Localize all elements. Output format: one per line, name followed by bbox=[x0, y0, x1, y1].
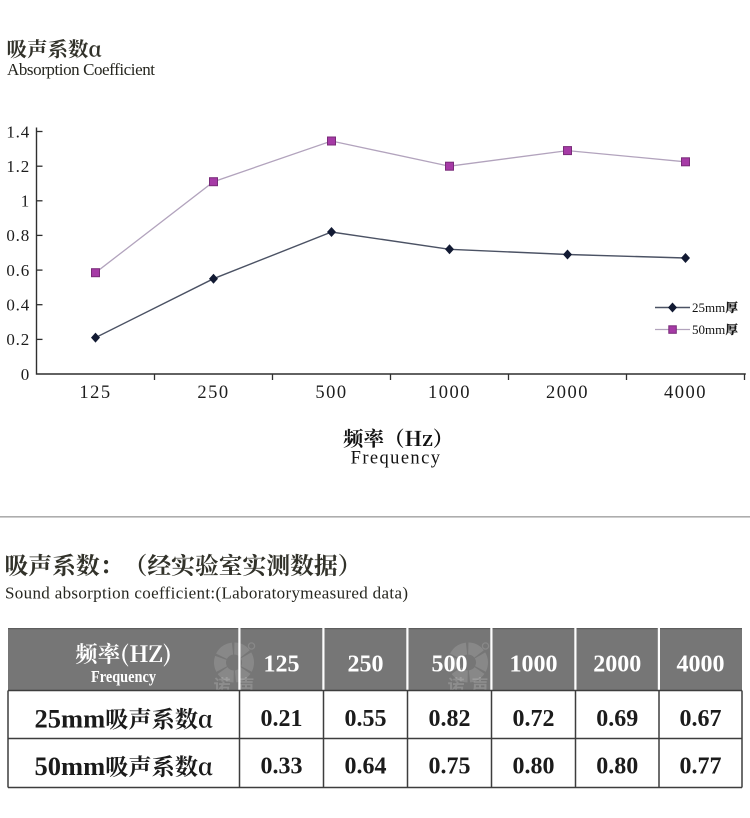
svg-text:50mm: 50mm bbox=[692, 322, 725, 337]
svg-text:25mm: 25mm bbox=[35, 704, 106, 734]
svg-text:0.55: 0.55 bbox=[345, 706, 387, 732]
svg-text:Absorption Coefficient: Absorption Coefficient bbox=[7, 60, 155, 79]
svg-text:0.64: 0.64 bbox=[345, 754, 387, 780]
svg-text:1000: 1000 bbox=[428, 383, 471, 403]
svg-text:0.8: 0.8 bbox=[6, 226, 30, 245]
svg-text:0.67: 0.67 bbox=[680, 706, 722, 732]
svg-text:0: 0 bbox=[21, 365, 30, 384]
svg-text:500: 500 bbox=[315, 383, 347, 403]
svg-text:0.75: 0.75 bbox=[429, 754, 471, 780]
svg-text:4000: 4000 bbox=[664, 383, 707, 403]
svg-text:1.2: 1.2 bbox=[6, 157, 30, 176]
svg-text:0.2: 0.2 bbox=[6, 330, 30, 349]
svg-text:125: 125 bbox=[79, 383, 111, 403]
svg-text:250: 250 bbox=[348, 652, 384, 678]
svg-text:4000: 4000 bbox=[677, 652, 725, 678]
svg-text:0.33: 0.33 bbox=[261, 754, 303, 780]
svg-text:50mm: 50mm bbox=[35, 751, 106, 781]
svg-text:500: 500 bbox=[432, 652, 468, 678]
svg-text:Frequency: Frequency bbox=[351, 449, 442, 469]
svg-text:0.72: 0.72 bbox=[513, 706, 555, 732]
svg-text:25mm: 25mm bbox=[692, 300, 725, 315]
svg-text:1: 1 bbox=[21, 192, 30, 211]
svg-text:0.6: 0.6 bbox=[6, 261, 30, 280]
svg-text:250: 250 bbox=[197, 383, 229, 403]
svg-text:1000: 1000 bbox=[510, 652, 558, 678]
svg-text:0.21: 0.21 bbox=[261, 706, 303, 732]
svg-text:0.69: 0.69 bbox=[596, 706, 638, 732]
svg-text:0.82: 0.82 bbox=[429, 706, 471, 732]
svg-text:0.80: 0.80 bbox=[513, 754, 555, 780]
svg-text:2000: 2000 bbox=[593, 652, 641, 678]
svg-text:0.4: 0.4 bbox=[6, 296, 30, 315]
svg-text:Frequency: Frequency bbox=[91, 667, 156, 686]
svg-text:0.77: 0.77 bbox=[680, 754, 722, 780]
svg-text:125: 125 bbox=[264, 652, 300, 678]
svg-text:0.80: 0.80 bbox=[596, 754, 638, 780]
svg-text:Sound absorption coefficient:(: Sound absorption coefficient:(Laboratory… bbox=[5, 584, 408, 603]
svg-text:1.4: 1.4 bbox=[6, 122, 30, 141]
svg-text:2000: 2000 bbox=[546, 383, 589, 403]
